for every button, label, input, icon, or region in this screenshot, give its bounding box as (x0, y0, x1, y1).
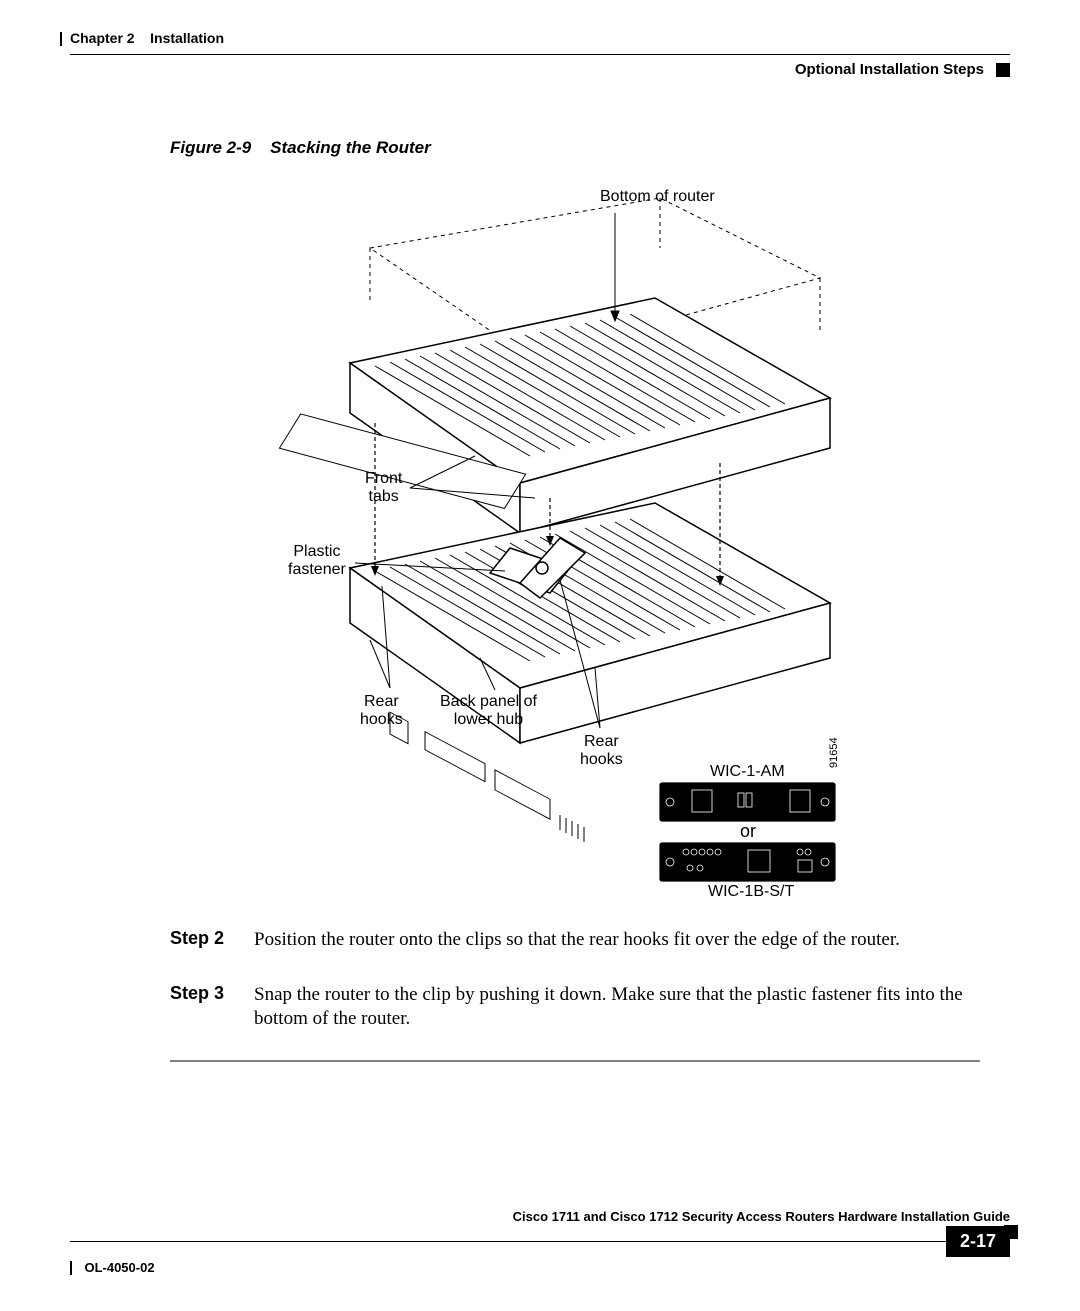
chapter-number: Chapter 2 (70, 30, 135, 46)
page-number-badge: 2-17 (946, 1226, 1010, 1257)
left-tick-mark (60, 32, 62, 46)
end-of-steps-rule (170, 1060, 980, 1062)
step-2-text: Position the router onto the clips so th… (254, 928, 900, 953)
callout-back-panel: Back panel of lower hub (440, 693, 537, 728)
section-row: Optional Installation Steps (70, 61, 1010, 78)
callout-wic-1-am: WIC-1-AM (710, 763, 785, 781)
step-2-row: Step 2 Position the router onto the clip… (170, 928, 1010, 953)
chapter-title: Installation (150, 30, 224, 46)
step-2-label: Step 2 (170, 928, 224, 949)
figure-diagram: Bottom of router Front tabs Plastic fast… (260, 188, 840, 898)
figure-number: Figure 2-9 (170, 138, 251, 157)
router-stacking-svg (260, 188, 840, 898)
footer-rule (70, 1241, 946, 1242)
callout-rear-hooks-bottom: Rear hooks (580, 733, 623, 768)
figure-caption: Figure 2-9 Stacking the Router (170, 138, 1010, 158)
callout-front-tabs: Front tabs (365, 470, 402, 505)
footer-doc-id: OL-4050-02 (84, 1260, 154, 1275)
footer-left-tick-icon (70, 1261, 72, 1275)
step-3-row: Step 3 Snap the router to the clip by pu… (170, 983, 1010, 1032)
section-label: Optional Installation Steps (795, 61, 984, 78)
chapter-label: Chapter 2 Installation (70, 30, 224, 46)
callout-plastic-fastener: Plastic fastener (288, 543, 346, 578)
footer-marker-icon (1004, 1225, 1018, 1239)
step-3-text: Snap the router to the clip by pushing i… (254, 983, 1010, 1032)
callout-rear-hooks-left: Rear hooks (360, 693, 403, 728)
page-footer: Cisco 1711 and Cisco 1712 Security Acces… (70, 1209, 1010, 1277)
callout-wic-1b-st: WIC-1B-S/T (708, 883, 794, 901)
step-3-label: Step 3 (170, 983, 224, 1004)
callout-or: or (740, 822, 756, 842)
header-rule (70, 54, 1010, 55)
page-header: Chapter 2 Installation (70, 30, 1010, 46)
section-marker-icon (996, 63, 1010, 77)
figure-title: Stacking the Router (270, 138, 431, 157)
callout-bottom-of-router: Bottom of router (600, 188, 715, 206)
footer-guide-title: Cisco 1711 and Cisco 1712 Security Acces… (513, 1209, 1010, 1224)
drawing-id: 91654 (828, 737, 840, 768)
footer-doc-id-wrap: OL-4050-02 (70, 1259, 155, 1277)
